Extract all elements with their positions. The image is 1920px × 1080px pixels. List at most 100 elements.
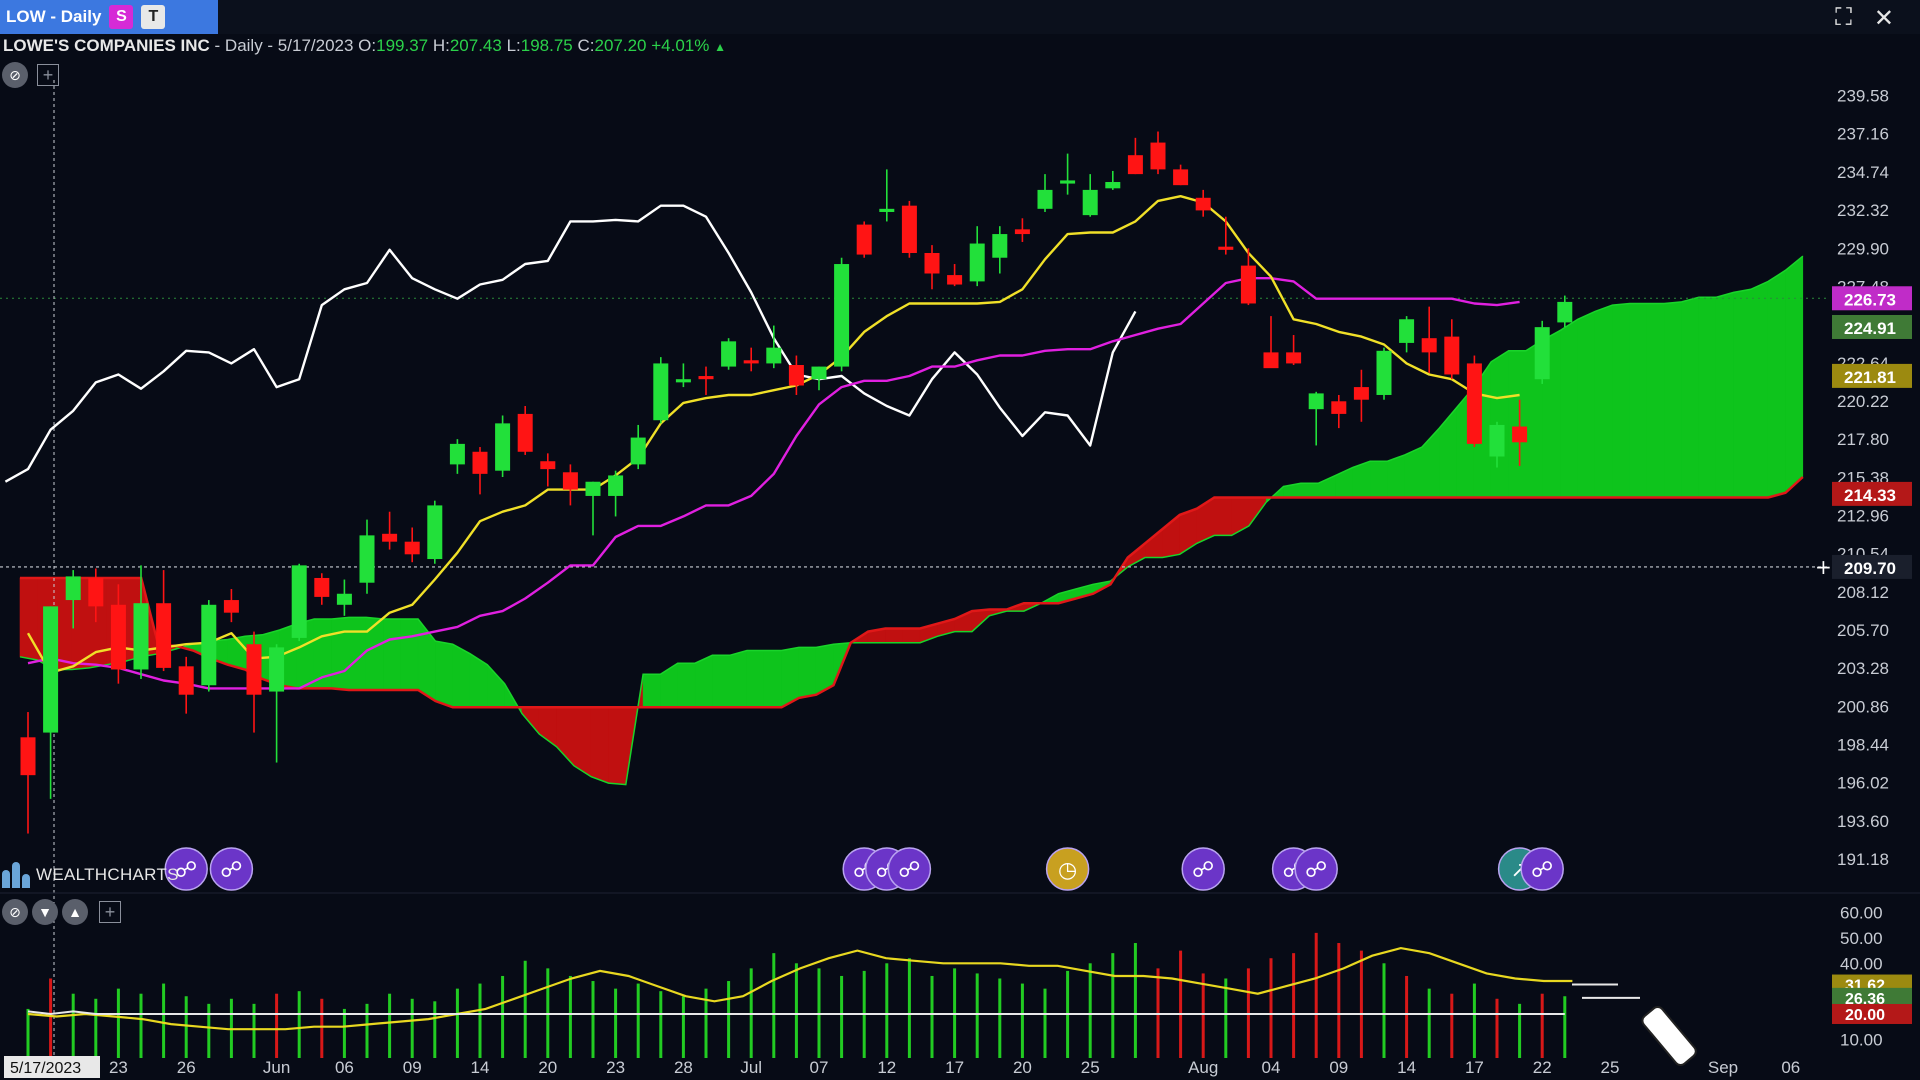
handshake-icon[interactable]: ☍ (164, 847, 208, 891)
price-tag-label: 224.91 (1844, 319, 1896, 338)
volume-bar (1359, 950, 1363, 1058)
volume-bar (1314, 932, 1318, 1058)
candle (20, 712, 36, 834)
close-icon[interactable]: ✕ (1873, 5, 1894, 32)
candle-body (562, 472, 578, 490)
candle (359, 519, 375, 594)
cloud-segment (1750, 280, 1769, 498)
cloud-segment (746, 650, 765, 708)
trade-badge[interactable]: T (141, 5, 166, 29)
handshake-icon[interactable]: ☍ (1181, 847, 1225, 891)
candle (1353, 369, 1369, 422)
candle (924, 245, 940, 290)
y-tick-label: 220.22 (1837, 392, 1889, 411)
cloud-segment (694, 654, 713, 708)
volume-y-tick: 60.00 (1840, 904, 1883, 923)
candle-body (382, 533, 398, 542)
x-tick-label: Jul (740, 1058, 762, 1077)
candle (201, 600, 217, 692)
volume-bar (681, 996, 685, 1058)
candle (992, 226, 1008, 274)
candle-body (110, 604, 126, 670)
volume-bar (320, 998, 324, 1058)
study-badge[interactable]: S (109, 5, 134, 29)
x-tick-label: 09 (403, 1058, 422, 1077)
handshake-icon[interactable]: ☍ (209, 847, 254, 891)
candle-body (1105, 182, 1121, 189)
candle-body (924, 252, 940, 274)
volume-bar (297, 991, 301, 1058)
handshake-icon[interactable]: ☍ (887, 847, 932, 891)
candle-body (65, 576, 81, 601)
x-tick-label: 07 (810, 1058, 829, 1077)
candle-body (449, 443, 465, 465)
candle-body (1286, 352, 1302, 364)
x-tick-label: 23 (109, 1058, 128, 1077)
candle-body (1308, 393, 1324, 410)
volume-bar (1518, 1003, 1522, 1058)
volume-bar (1111, 953, 1115, 1058)
open-value: 199.37 (376, 36, 429, 55)
candle-body (1466, 363, 1482, 444)
pane-down-icon[interactable]: ▼ (32, 899, 58, 925)
volume-bar (94, 998, 98, 1058)
candle (178, 656, 194, 714)
add-study-icon[interactable]: + (37, 64, 59, 86)
cloud-segment (1490, 350, 1509, 498)
candle (585, 481, 601, 536)
candle (495, 415, 511, 478)
event-marker-glyph: ☍ (175, 858, 197, 883)
cloud-segment (1404, 446, 1423, 498)
fullscreen-icon[interactable]: ⛶ (1835, 4, 1852, 31)
x-tick-label: 17 (1465, 1058, 1484, 1077)
volume-bar (1450, 993, 1454, 1058)
candle (562, 464, 578, 506)
volume-bar (794, 963, 798, 1058)
pane-up-icon[interactable]: ▲ (62, 899, 88, 925)
candle-body (291, 565, 307, 638)
chart-tab[interactable]: LOW - Daily S T (0, 0, 218, 34)
volume-bar (388, 993, 392, 1058)
y-tick-label: 234.74 (1837, 163, 1889, 182)
candle-body (947, 275, 963, 285)
candle-body (178, 666, 194, 695)
candle-body (1534, 327, 1550, 380)
volume-bar (907, 958, 911, 1058)
cloud-segment (712, 654, 730, 708)
high-label: H: (432, 36, 450, 55)
candle (336, 579, 352, 616)
candle (698, 366, 714, 395)
candle-body (766, 347, 782, 364)
candle (1444, 319, 1460, 380)
pane-add-icon[interactable]: + (99, 901, 121, 923)
company-name: LOWE'S COMPANIES INC (3, 36, 210, 55)
candle (133, 565, 149, 679)
mouse-cursor-icon (1641, 1006, 1697, 1067)
candle (1127, 137, 1143, 175)
volume-bar (1133, 943, 1137, 1058)
event-marker-circle (1294, 847, 1338, 891)
handshake-icon[interactable]: ☍ (1294, 847, 1338, 891)
tab-title: LOW - Daily (6, 7, 102, 26)
x-tick-label: 06 (335, 1058, 354, 1077)
event-marker-circle (1181, 847, 1225, 891)
volume-bar (275, 993, 279, 1058)
drawing-tool-icon[interactable]: ⊘ (2, 62, 28, 88)
volume-y-tick: 50.00 (1840, 929, 1883, 948)
candle (1489, 421, 1505, 468)
handshake-icon[interactable]: ☍ (1520, 847, 1564, 891)
volume-bar (1540, 993, 1544, 1058)
y-tick-label: 232.32 (1837, 201, 1889, 220)
x-tick-label: 04 (1262, 1058, 1281, 1077)
candle-body (788, 365, 804, 386)
volume-bar (591, 981, 595, 1058)
clock-icon[interactable]: ◷ (1045, 847, 1090, 891)
candle (630, 424, 646, 470)
pane-settings-icon[interactable]: ⊘ (2, 899, 28, 925)
candle-body (1195, 197, 1211, 211)
candle-body (427, 505, 443, 560)
event-markers[interactable]: ☍ ☍ ☍ ☍ ☍ ◷ ☍ ☍ ☍ ↗ ☍ (164, 847, 1698, 1067)
cloud-segment (902, 628, 921, 643)
cloud-segment (1664, 301, 1682, 498)
